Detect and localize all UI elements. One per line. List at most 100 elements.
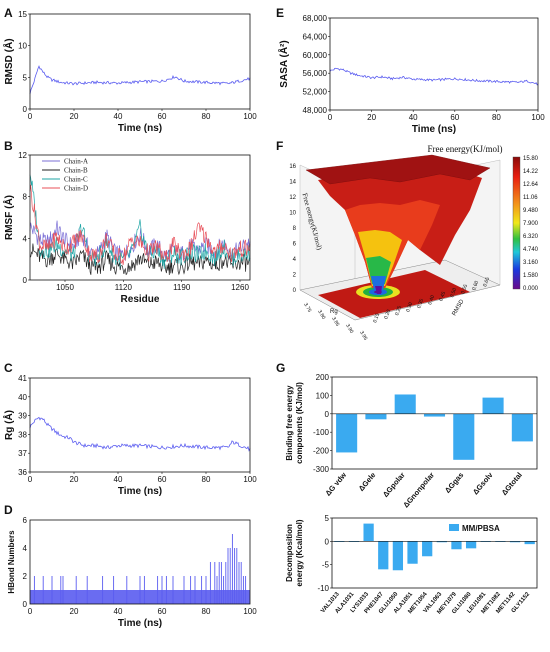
panel-e: 0 20 40 60 80 100 48,000 52,000 56,000 60,000 64,0… [277,14,545,135]
x-tick-label: 40 [114,112,123,121]
y-tick-label: 0 [325,537,330,546]
bar-gele [365,413,387,420]
x-axis-label: Time (ns) [118,618,162,629]
series-line-c [29,416,251,452]
y-tick-label: 37 [18,449,27,458]
legend-label-chain-c: Chain-C [64,176,88,184]
bar-gvdw [336,413,358,453]
bar-met1054 [422,541,433,557]
colorbar-tick: 12.64 [523,182,539,188]
colorbar-tick: 0.000 [523,286,539,292]
y-tick-label: 4 [23,544,28,553]
x-tick-label: 20 [70,112,79,121]
rmsd-tick-label: 0.15 [372,312,381,323]
x-tick-label: 60 [158,112,167,121]
rg-tick-label: 3.90 [344,323,354,335]
plot-frame-a [29,13,251,110]
y-tick-label: 60,000 [303,51,328,60]
x-tick-label: 40 [114,475,123,484]
rmsd-axis-label: RMSD [452,298,466,317]
panel-d: 0 20 40 60 80 100 0 2 4 6 Time (ns) HBond Numbers [7,516,257,629]
y-axis-label: Decomposition [285,524,294,582]
rg-tick-label: 3.85 [330,316,340,328]
y-tick-label: 48,000 [303,106,328,115]
x-tick-label: 1120 [115,283,133,292]
plot-frame-g2 [331,517,538,589]
y-axis-label: HBond Numbers [7,530,16,594]
free-energy-landscape-3d [299,154,521,321]
bar-gpolar [394,394,416,414]
plot-frame-c [29,377,251,473]
category-label: ΔG vdw [323,470,348,497]
category-label: ΔGsolv [471,470,495,497]
category-label: ΔGele [357,471,378,493]
panel-label-f: F [276,139,283,153]
y-tick-label: 12 [18,151,27,160]
rmsd-tick-label: 0.50 [449,287,458,298]
y-axis-label: SASA (Å²) [277,40,290,87]
y-tick-label: 0 [23,600,28,609]
panel-b: 1050 1120 1190 1260 0 4 8 12 Residue RMSF (Å) Chai… [2,151,251,305]
category-label: ΔGtotal [500,471,524,498]
y-tick-label: 56,000 [303,69,328,78]
y-tick-label: 36 [18,468,27,477]
x-tick-label: 1050 [56,283,74,292]
y-tick-label: 4 [23,234,28,243]
plot-frame-d [29,519,251,605]
y-tick-label: 5 [23,73,28,82]
colorbar-tick: 3.160 [523,260,539,266]
colorbar-tick: 15.80 [523,156,539,162]
y-tick-label: 8 [23,193,28,202]
x-tick-label: 1260 [231,283,249,292]
y-axis-label-line2: components (KJ/mol) [295,382,304,464]
legend-label-mmpbsa: MM/PBSA [462,524,500,533]
x-tick-label: 60 [450,113,459,122]
y-tick-label: 0 [23,105,28,114]
y-tick-label: 0 [23,276,28,285]
legend-label-chain-b: Chain-B [64,167,88,175]
y-tick-label: 68,000 [303,14,328,23]
colorbar [512,156,521,290]
bar-ala1051 [407,541,418,564]
x-tick-label: 80 [492,113,501,122]
bar-met1142 [509,541,521,543]
y-tick-label: 40 [18,393,27,402]
rmsd-tick-label: 0.65 [482,276,491,287]
x-tick-label: 100 [243,607,257,616]
y-tick-label: 2 [23,572,28,581]
x-tick-label: 0 [28,475,33,484]
plot-frame-g1 [331,376,538,470]
x-tick-label: 60 [158,475,167,484]
colorbar-tick: 6.320 [523,234,539,240]
y-axis-label: Rg (Å) [2,410,15,440]
panel-c: 0 20 40 60 80 100 36 37 38 39 40 41 Time (ns) Rg (Å) [2,374,257,497]
bar-mey1079 [451,541,462,550]
y-tick-label: 100 [316,391,330,400]
colorbar-tick: 14.22 [523,169,539,175]
bar-lys1033 [363,523,374,542]
legend-label-chain-d: Chain-D [64,185,88,193]
z-tick-label: 8 [293,226,297,232]
y-tick-label: -200 [313,447,330,456]
panel-label-a: A [4,6,13,20]
rg-tick-label: 3.80 [316,309,326,321]
y-tick-label: 39 [18,412,27,421]
bar-glu1050 [392,541,404,571]
panel-label-c: C [4,361,13,375]
y-tick-label: -10 [317,584,329,593]
z-tick-label: 2 [293,273,297,279]
colorbar-tick: 4.740 [523,247,539,253]
rg-tick-label: 3.75 [302,302,312,314]
y-tick-label: 38 [18,430,27,439]
series-line-chain-d [29,184,251,266]
category-label: ΔGpolar [381,470,407,498]
x-tick-label: 100 [243,112,257,121]
y-tick-label: 52,000 [303,88,328,97]
panel-label-e: E [276,6,284,20]
y-axis-label: Binding free energy [285,385,294,461]
legend-label-chain-a: Chain-A [64,158,88,166]
x-tick-label: 80 [202,112,211,121]
rg-tick-label: 3.95 [358,330,368,342]
